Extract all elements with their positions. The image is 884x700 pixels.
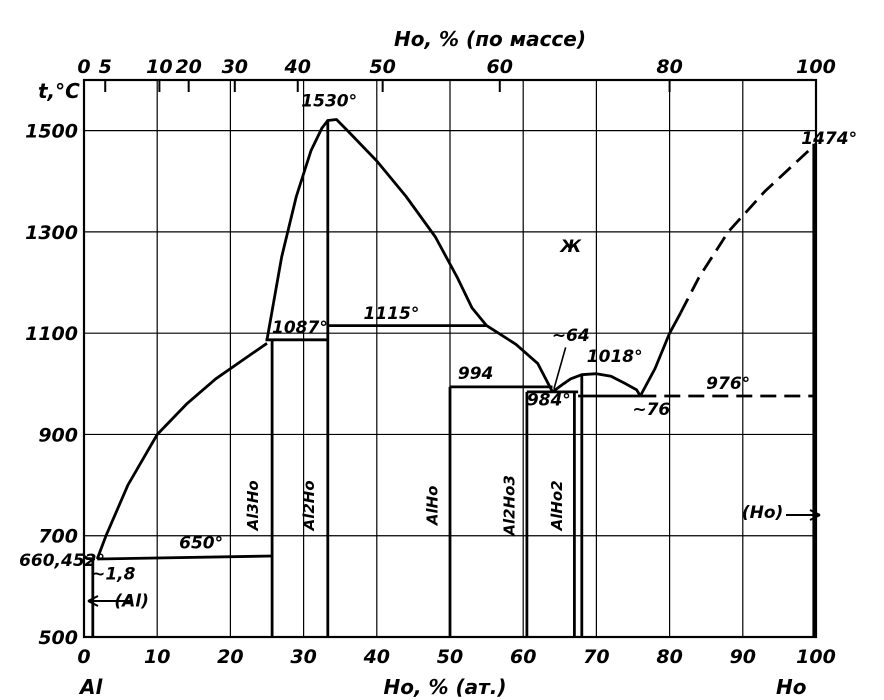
top-tick-label: 10 [146,56,172,78]
ho-solid-solution-arrow [786,509,821,521]
annotation-label: ~1,8 [91,564,136,584]
grid [84,80,816,637]
axis-ticks: 0 10 20 30 40 50 60 70 80 90 100500700900110013001… [25,56,836,668]
annotation-label: 1530° [301,91,357,111]
y-tick-label: 1100 [25,323,78,345]
y-tick-label: 1500 [25,121,78,143]
top-tick-label: 50 [369,56,395,78]
top-tick-label: 5 [99,56,112,78]
annotation-label: ~64 [552,326,590,346]
phase-boundary-3 [485,324,554,393]
annotation-label: 650° [179,533,223,553]
right-element-label: Ho [776,675,807,699]
phase-label: AlHo [424,486,442,527]
bottom-tick-label: 30 [290,646,316,668]
annotation-label: Ж [559,237,582,257]
annotation-label: 976° [706,374,750,394]
bottom-axis-title: Ho, % (ат.) [383,675,506,699]
phase-label: Al3Ho [244,480,262,531]
y-axis-label: t,°C [38,79,80,103]
annotation-label: (Al) [114,592,149,612]
phase-boundary-5 [639,312,682,397]
bottom-tick-label: 20 [217,646,243,668]
y-tick-label: 900 [38,424,78,446]
phase-boundary-2 [265,118,488,341]
phase-label: AlHo2 [548,480,566,531]
phase-label: Al2Ho3 [500,475,518,536]
bottom-tick-label: 70 [583,646,609,668]
annotation-label: 1087° [272,318,328,338]
bottom-tick-label: 80 [656,646,682,668]
eutectic-leader-line [553,347,567,390]
annotation-label: 984° [527,391,571,411]
phase-boundary-6 [679,142,817,314]
annotation-label: (Ho) [742,503,783,523]
bottom-tick-label: 90 [730,646,756,668]
y-tick-label: 700 [38,526,78,548]
annotation-label: 660,452° [19,551,105,571]
phase-boundary-1 [95,342,268,560]
annotation-label: 1115° [364,304,420,324]
top-tick-label: 100 [796,56,836,78]
phase-boundary-7 [97,554,273,561]
phase-boundary-4 [551,372,642,397]
bottom-tick-label: 50 [437,646,463,668]
al-solid-solution-arrow [87,595,130,607]
bottom-tick-label: 40 [363,646,390,668]
top-tick-label: 20 [175,56,201,78]
y-tick-label: 500 [38,627,78,649]
top-tick-label: 60 [487,56,513,78]
phase-boundary-0 [83,554,96,561]
top-axis-title: Ho, % (по массе) [394,27,586,51]
left-element-label: Al [78,675,103,699]
bottom-tick-label: 0 [77,646,90,668]
top-tick-label: 30 [222,56,248,78]
phase-label: Al2Ho [300,480,318,531]
top-tick-label: 40 [284,56,311,78]
annotation-label: 1018° [587,347,643,367]
y-tick-label: 1300 [25,222,78,244]
bottom-tick-label: 100 [796,646,836,668]
bottom-tick-label: 10 [144,646,170,668]
annotation-label: 994 [458,364,494,384]
annotation-label: ~76 [632,400,670,420]
top-tick-label: 0 [77,56,90,78]
top-tick-label: 80 [656,56,682,78]
bottom-tick-label: 60 [510,646,536,668]
annotation-label: 1474° [801,129,857,149]
phase-boundary-lines [83,118,817,637]
